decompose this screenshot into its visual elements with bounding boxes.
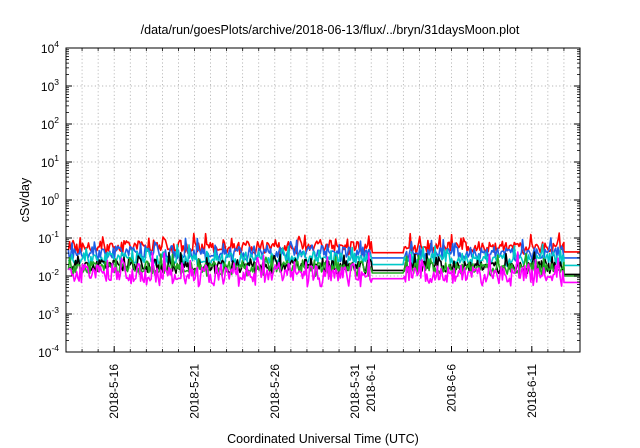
- y-tick-label: 103: [41, 77, 59, 94]
- y-tick-label: 104: [41, 39, 59, 56]
- y-tick-label: 10-3: [38, 305, 59, 322]
- grid: [66, 48, 580, 352]
- y-tick-label: 101: [41, 153, 59, 170]
- x-tick-label: 2018-5-31: [348, 364, 362, 419]
- chart-title: /data/run/goesPlots/archive/2018-06-13/f…: [141, 23, 520, 37]
- x-tick-label: 2018-6-6: [445, 364, 459, 412]
- x-axis-label: Coordinated Universal Time (UTC): [227, 432, 419, 446]
- y-tick-label: 102: [41, 115, 59, 132]
- y-tick-labels: 10-4 10-3 10-2 10-1 100 101 102 103 104: [38, 39, 59, 360]
- x-tick-label: 2018-5-21: [188, 364, 202, 419]
- x-tick-label: 2018-6-11: [525, 364, 539, 418]
- y-tick-label: 10-2: [38, 267, 59, 284]
- y-tick-label: 10-4: [38, 343, 59, 360]
- y-axis-label: cSv/day: [18, 177, 32, 222]
- series-line: [67, 251, 580, 288]
- axis-ticks: [66, 47, 580, 353]
- series-line: [67, 237, 580, 263]
- x-tick-label: 2018-5-16: [107, 364, 121, 419]
- y-tick-label: 10-1: [38, 229, 59, 246]
- y-tick-label: 100: [41, 191, 59, 208]
- x-tick-label: 2018-5-26: [268, 364, 282, 419]
- series-group: [67, 232, 580, 288]
- x-tick-labels: 2018-5-16 2018-5-21 2018-5-26 2018-5-31 2018…: [107, 364, 539, 419]
- x-tick-label: 2018-6-1: [364, 364, 378, 412]
